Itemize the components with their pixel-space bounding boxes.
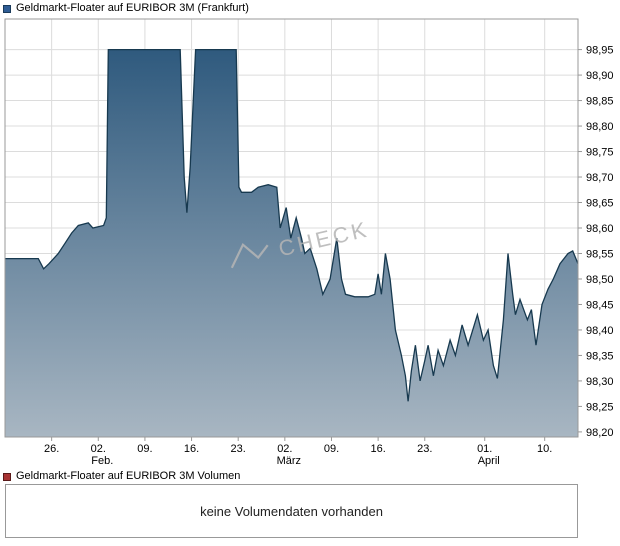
svg-text:CHECK: CHECK xyxy=(276,216,371,261)
svg-text:09.: 09. xyxy=(324,443,339,455)
price-series-label: Geldmarkt-Floater auf EURIBOR 3M (Frankf… xyxy=(16,2,249,14)
svg-text:98,95: 98,95 xyxy=(586,45,614,57)
svg-text:98,45: 98,45 xyxy=(586,299,614,311)
svg-text:98,70: 98,70 xyxy=(586,172,614,184)
svg-text:98,40: 98,40 xyxy=(586,325,614,337)
svg-text:01.: 01. xyxy=(477,443,492,455)
svg-text:98,35: 98,35 xyxy=(586,350,614,362)
svg-text:98,60: 98,60 xyxy=(586,223,614,235)
price-chart-legend: Geldmarkt-Floater auf EURIBOR 3M (Frankf… xyxy=(0,0,620,16)
svg-text:98,65: 98,65 xyxy=(586,198,614,210)
volume-chart-legend: Geldmarkt-Floater auf EURIBOR 3M Volumen xyxy=(0,468,620,484)
svg-text:Feb.: Feb. xyxy=(91,455,113,467)
price-series-swatch xyxy=(3,4,11,13)
svg-text:98,90: 98,90 xyxy=(586,70,614,82)
svg-text:98,75: 98,75 xyxy=(586,147,614,159)
svg-text:02.: 02. xyxy=(91,443,106,455)
svg-text:98,85: 98,85 xyxy=(586,96,614,108)
svg-text:09.: 09. xyxy=(137,443,152,455)
svg-text:16.: 16. xyxy=(184,443,199,455)
svg-text:98,80: 98,80 xyxy=(586,121,614,133)
svg-text:98,50: 98,50 xyxy=(586,274,614,286)
volume-series-label: Geldmarkt-Floater auf EURIBOR 3M Volumen xyxy=(16,470,241,482)
svg-text:10.: 10. xyxy=(537,443,552,455)
svg-text:26.: 26. xyxy=(44,443,59,455)
svg-text:02.: 02. xyxy=(277,443,292,455)
svg-text:16.: 16. xyxy=(370,443,385,455)
svg-text:98,25: 98,25 xyxy=(586,401,614,413)
svg-text:23.: 23. xyxy=(231,443,246,455)
volume-series-swatch xyxy=(3,472,11,481)
svg-text:98,55: 98,55 xyxy=(586,248,614,260)
svg-text:98,30: 98,30 xyxy=(586,376,614,388)
price-chart: CHECK 98,20 98,25 98,30 98,35 98,40 98,45 98,50… xyxy=(4,18,614,467)
svg-text:März: März xyxy=(277,455,301,467)
svg-text:April: April xyxy=(478,455,500,467)
volume-empty-panel: keine Volumendaten vorhanden xyxy=(5,484,578,538)
svg-text:23.: 23. xyxy=(417,443,432,455)
svg-text:98,20: 98,20 xyxy=(586,427,614,439)
volume-empty-text: keine Volumendaten vorhanden xyxy=(200,503,383,519)
